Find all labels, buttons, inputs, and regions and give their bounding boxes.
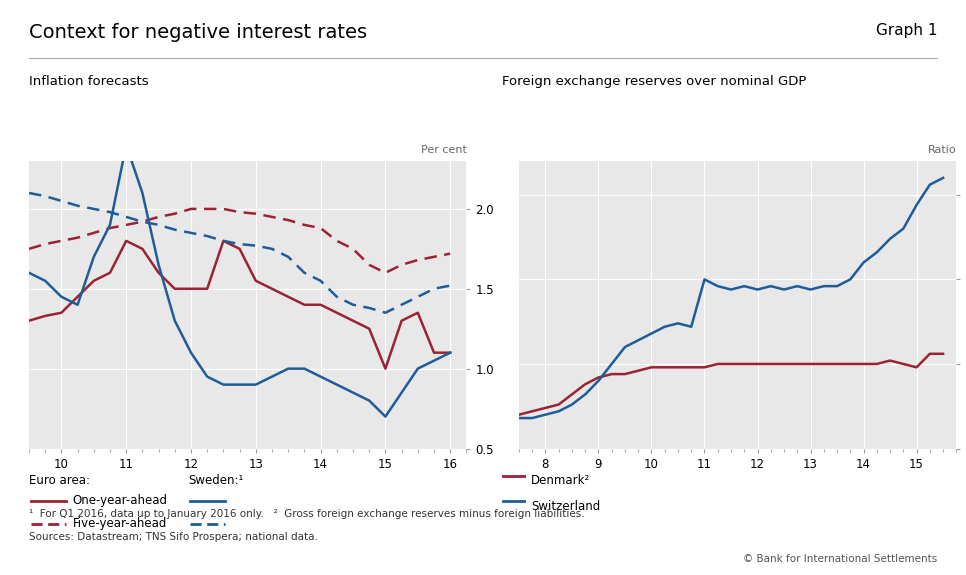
Text: Graph 1: Graph 1	[875, 23, 937, 38]
Text: Sources: Datastream; TNS Sifo Prospera; national data.: Sources: Datastream; TNS Sifo Prospera; …	[29, 532, 318, 542]
Text: ¹  For Q1 2016, data up to January 2016 only.   ²  Gross foreign exchange reserv: ¹ For Q1 2016, data up to January 2016 o…	[29, 509, 584, 519]
Text: Per cent: Per cent	[420, 145, 467, 155]
Text: Switzerland: Switzerland	[531, 500, 601, 513]
Text: Sweden:¹: Sweden:¹	[188, 474, 243, 488]
Text: Context for negative interest rates: Context for negative interest rates	[29, 23, 367, 42]
Text: Five-year-ahead: Five-year-ahead	[72, 517, 167, 530]
Text: One-year-ahead: One-year-ahead	[72, 494, 167, 507]
Text: Euro area:: Euro area:	[29, 474, 90, 488]
Text: Ratio: Ratio	[927, 145, 956, 155]
Text: © Bank for International Settlements: © Bank for International Settlements	[743, 554, 937, 564]
Text: Denmark²: Denmark²	[531, 474, 590, 488]
Text: Foreign exchange reserves over nominal GDP: Foreign exchange reserves over nominal G…	[502, 75, 807, 88]
Text: Inflation forecasts: Inflation forecasts	[29, 75, 149, 88]
